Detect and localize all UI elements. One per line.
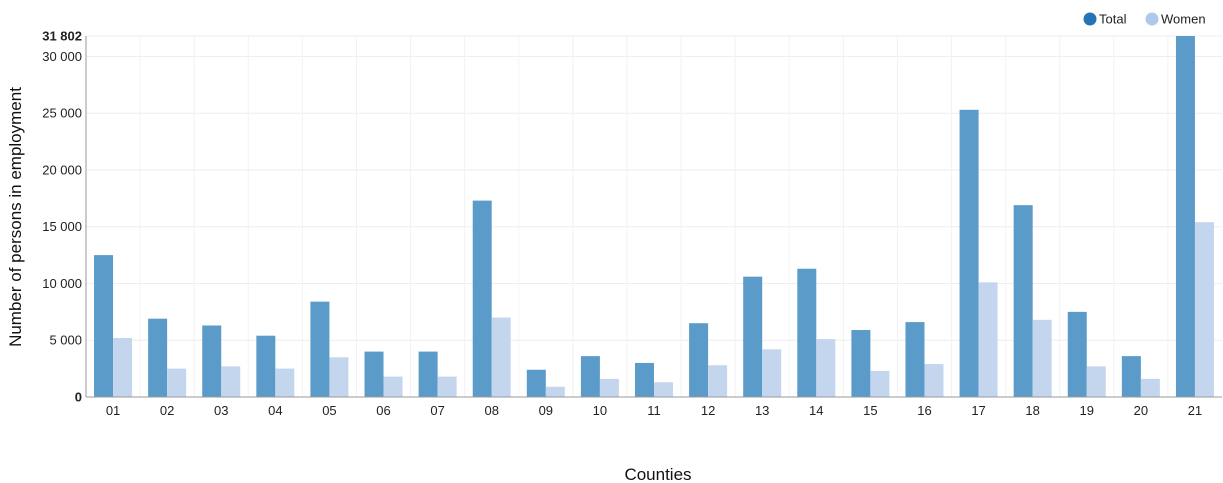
bar-total-19[interactable] xyxy=(1067,311,1087,397)
bar-women-04[interactable] xyxy=(275,368,295,397)
bar-women-16[interactable] xyxy=(924,364,944,397)
bar-women-19[interactable] xyxy=(1086,366,1106,397)
legend: Total Women xyxy=(1083,12,1206,27)
bar-total-18[interactable] xyxy=(1013,205,1033,397)
bar-total-14[interactable] xyxy=(797,268,817,397)
bar-women-10[interactable] xyxy=(599,378,619,397)
x-tick-label: 11 xyxy=(647,403,661,418)
y-axis-title: Number of persons in employment xyxy=(6,87,25,347)
y-tick-label: 0 xyxy=(75,390,82,405)
x-tick-label: 04 xyxy=(268,403,282,418)
axes xyxy=(85,36,1222,398)
bar-total-15[interactable] xyxy=(851,330,871,397)
bar-total-20[interactable] xyxy=(1121,356,1141,397)
x-tick-label: 01 xyxy=(106,403,120,418)
bar-women-01[interactable] xyxy=(113,337,133,397)
x-tick-label: 08 xyxy=(484,403,498,418)
bar-women-21[interactable] xyxy=(1194,222,1214,397)
x-tick-label: 07 xyxy=(430,403,444,418)
y-tick-label: 5 000 xyxy=(49,333,82,348)
x-tick-label: 03 xyxy=(214,403,228,418)
bar-total-01[interactable] xyxy=(94,255,114,397)
x-tick-label: 15 xyxy=(863,403,877,418)
bar-total-03[interactable] xyxy=(202,325,222,397)
bar-total-21[interactable] xyxy=(1175,36,1195,397)
bar-women-11[interactable] xyxy=(654,382,673,397)
bar-women-09[interactable] xyxy=(545,386,565,397)
legend-label-women[interactable]: Women xyxy=(1161,12,1206,27)
bar-total-07[interactable] xyxy=(418,351,438,397)
x-tick-label: 18 xyxy=(1025,403,1039,418)
y-tick-label: 25 000 xyxy=(42,106,82,121)
bar-women-15[interactable] xyxy=(870,370,890,397)
x-tick-label: 14 xyxy=(809,403,823,418)
bar-women-07[interactable] xyxy=(437,376,457,397)
bar-women-20[interactable] xyxy=(1140,378,1160,397)
x-tick-label: 09 xyxy=(539,403,553,418)
bar-total-06[interactable] xyxy=(364,351,384,397)
bar-total-08[interactable] xyxy=(472,200,492,397)
x-tick-labels: 01 02 03 04 05 06 07 08 09 10 11 12 13 14 15 16 17 18 19 20… xyxy=(106,403,1202,418)
x-tick-label: 21 xyxy=(1188,403,1202,418)
x-tick-label: 16 xyxy=(917,403,931,418)
bar-women-12[interactable] xyxy=(708,365,728,397)
y-tick-label: 10 000 xyxy=(42,276,82,291)
bars xyxy=(94,36,1214,397)
bar-women-05[interactable] xyxy=(329,357,349,397)
legend-label-total[interactable]: Total xyxy=(1099,12,1127,27)
y-tick-label: 15 000 xyxy=(42,219,82,234)
bar-total-11[interactable] xyxy=(635,362,654,397)
bar-total-10[interactable] xyxy=(580,356,600,397)
y-tick-label: 30 000 xyxy=(42,49,82,64)
bar-women-08[interactable] xyxy=(491,317,511,397)
y-tick-label: 20 000 xyxy=(42,162,82,177)
grid-lines xyxy=(86,35,1222,397)
legend-swatch-women[interactable] xyxy=(1145,12,1159,26)
bar-total-12[interactable] xyxy=(689,323,709,397)
y-tick-label: 31 802 xyxy=(42,29,82,44)
bar-total-04[interactable] xyxy=(256,335,276,397)
x-tick-label: 12 xyxy=(701,403,715,418)
bar-women-06[interactable] xyxy=(383,376,403,397)
x-tick-label: 05 xyxy=(322,403,336,418)
x-tick-label: 20 xyxy=(1134,403,1148,418)
y-tick-labels: 0 5 000 10 000 15 000 20 000 25 000 30 000 31 8… xyxy=(42,29,82,405)
bar-total-02[interactable] xyxy=(148,318,168,397)
bar-total-05[interactable] xyxy=(310,301,330,397)
bar-women-02[interactable] xyxy=(167,368,187,397)
bar-women-13[interactable] xyxy=(762,349,782,397)
bar-total-17[interactable] xyxy=(959,109,979,397)
bar-women-03[interactable] xyxy=(221,366,241,397)
bar-women-17[interactable] xyxy=(978,282,998,397)
bar-total-16[interactable] xyxy=(905,322,925,397)
x-tick-label: 10 xyxy=(593,403,607,418)
bar-total-13[interactable] xyxy=(743,276,763,397)
bar-women-18[interactable] xyxy=(1032,319,1052,397)
x-axis-title: Counties xyxy=(624,465,691,483)
legend-swatch-total[interactable] xyxy=(1083,12,1097,26)
x-tick-label: 13 xyxy=(755,403,769,418)
bar-women-14[interactable] xyxy=(816,339,836,397)
x-tick-label: 19 xyxy=(1080,403,1094,418)
x-tick-label: 02 xyxy=(160,403,174,418)
x-tick-label: 17 xyxy=(971,403,985,418)
x-tick-label: 06 xyxy=(376,403,390,418)
bar-total-09[interactable] xyxy=(526,369,546,397)
